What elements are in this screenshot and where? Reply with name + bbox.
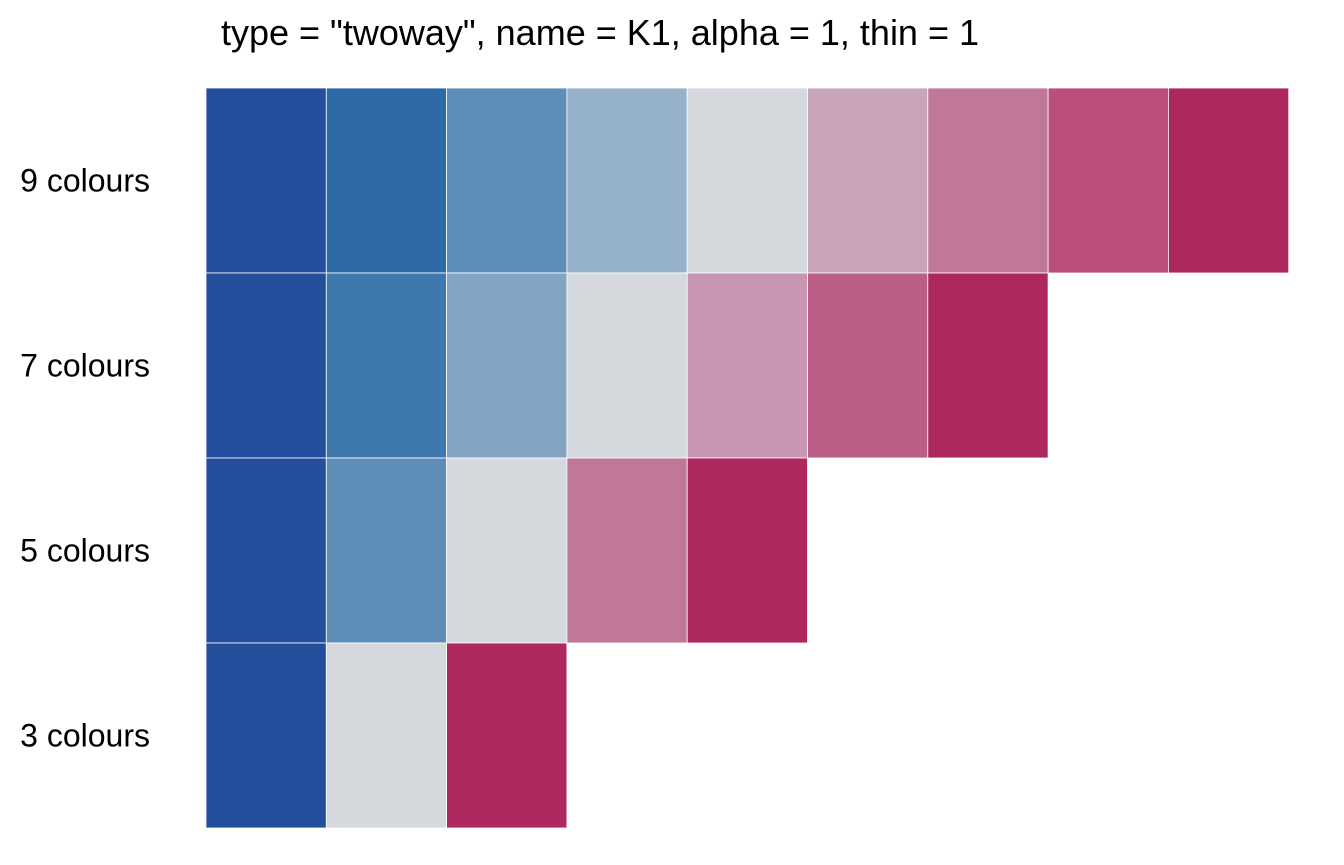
colour-swatch bbox=[807, 87, 929, 274]
colour-swatch bbox=[325, 87, 447, 274]
colour-swatch bbox=[566, 272, 688, 459]
row-label: 7 colours bbox=[20, 348, 150, 384]
colour-swatch bbox=[566, 87, 688, 274]
colour-swatch bbox=[446, 457, 568, 644]
colour-swatch bbox=[205, 272, 327, 459]
colour-swatch bbox=[325, 272, 447, 459]
colour-swatch bbox=[686, 87, 808, 274]
colour-swatch bbox=[446, 87, 568, 274]
chart-title: type = "twoway", name = K1, alpha = 1, t… bbox=[221, 12, 979, 53]
colour-swatch bbox=[686, 457, 808, 644]
row-label: 9 colours bbox=[20, 163, 150, 199]
row-label: 3 colours bbox=[20, 718, 150, 754]
colour-swatch bbox=[205, 87, 327, 274]
colour-swatch bbox=[1047, 87, 1169, 274]
colour-swatch bbox=[927, 87, 1049, 274]
colour-swatch bbox=[686, 272, 808, 459]
row-labels: 9 colours 7 colours 5 colours 3 colours bbox=[20, 163, 150, 754]
colour-swatch bbox=[325, 642, 447, 829]
colour-swatch bbox=[566, 457, 688, 644]
colour-swatch bbox=[927, 272, 1049, 459]
swatch-grid bbox=[205, 87, 1290, 829]
colour-swatch bbox=[807, 272, 929, 459]
colour-swatch bbox=[205, 457, 327, 644]
colour-swatch bbox=[1168, 87, 1290, 274]
colour-swatch bbox=[325, 457, 447, 644]
colour-swatch bbox=[446, 272, 568, 459]
row-label: 5 colours bbox=[20, 533, 150, 569]
colour-swatch bbox=[446, 642, 568, 829]
colour-swatch bbox=[205, 642, 327, 829]
